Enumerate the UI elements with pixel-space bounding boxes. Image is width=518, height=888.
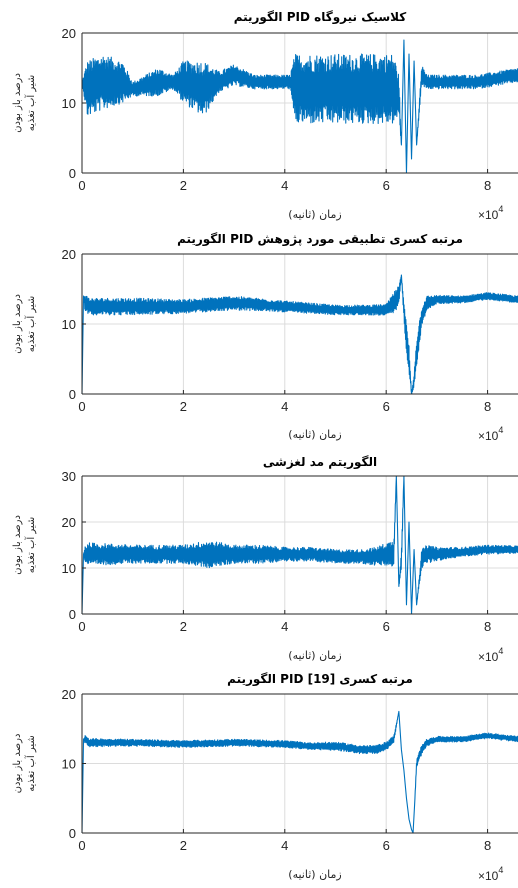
y-axis-label-line-2: شیر آب تغذیه xyxy=(24,517,37,573)
y-tick-label: 20 xyxy=(62,26,76,41)
series-line xyxy=(81,39,518,174)
y-axis-label-line-2: شیر آب تغذیه xyxy=(24,296,37,352)
x-axis-label: زمان (ثانیه) xyxy=(288,868,341,881)
y-axis-label-line-2: شیر آب تغذیه xyxy=(24,75,37,131)
series-line xyxy=(81,475,518,615)
x-axis-exponent: ×104 xyxy=(478,425,503,443)
y-tick-label: 20 xyxy=(62,515,76,530)
x-tick-label: 0 xyxy=(78,399,85,414)
x-axis-label: زمان (ثانیه) xyxy=(288,428,341,441)
chart-title: الگوریتم PID کلاسیک نیروگاه xyxy=(234,10,407,25)
chart-title: الگوریتم PID مرتبه کسری تطبیقی مورد پژوه… xyxy=(177,232,463,247)
x-tick-label: 4 xyxy=(281,178,288,193)
y-tick-label: 20 xyxy=(62,687,76,702)
y-tick-label: 0 xyxy=(69,607,76,622)
y-axis-label: درصد باز بودن شیر آب تغذیه xyxy=(12,515,37,575)
y-axis-label-line-1: درصد باز بودن xyxy=(12,73,23,133)
x-tick-label: 2 xyxy=(180,838,187,853)
y-axis-label-line-1: درصد باز بودن xyxy=(12,294,23,354)
x-axis-label: زمان (ثانیه) xyxy=(288,649,341,662)
y-tick-label: 0 xyxy=(69,826,76,841)
y-tick-label: 0 xyxy=(69,387,76,402)
x-axis-label: زمان (ثانیه) xyxy=(288,208,341,221)
chart-panel-4: 0 2 4 6 8 0 10 20 الگوریتم PID مرتبه کسری [19] زم… xyxy=(12,672,518,883)
plot-area xyxy=(82,476,518,614)
x-tick-label: 2 xyxy=(180,399,187,414)
x-tick-label: 6 xyxy=(383,399,390,414)
x-axis-exponent: ×104 xyxy=(478,204,503,222)
chart-panel-3: 0 2 4 6 8 0 10 20 30 الگوریتم مد لغزشی زمان (ثانیه… xyxy=(12,455,518,664)
chart-title: الگوریتم مد لغزشی xyxy=(263,455,377,470)
x-tick-label: 4 xyxy=(281,399,288,414)
series-line xyxy=(81,274,518,395)
x-axis-exponent: ×104 xyxy=(478,865,503,883)
x-tick-label: 0 xyxy=(78,838,85,853)
x-tick-label: 2 xyxy=(180,178,187,193)
x-axis-exponent: ×104 xyxy=(478,646,503,664)
x-tick-label: 6 xyxy=(383,838,390,853)
y-axis-label: درصد باز بودن شیر آب تغذیه xyxy=(12,294,37,354)
y-tick-label: 10 xyxy=(62,96,76,111)
x-tick-label: 8 xyxy=(484,399,491,414)
x-tick-label: 0 xyxy=(78,619,85,634)
y-tick-label: 0 xyxy=(69,166,76,181)
chart-panel-2: 0 2 4 6 8 0 10 20 الگوریتم PID مرتبه کسری تطبیقی… xyxy=(12,232,518,443)
series-line xyxy=(81,710,518,834)
x-tick-label: 8 xyxy=(484,838,491,853)
x-tick-label: 4 xyxy=(281,838,288,853)
chart-title: الگوریتم PID مرتبه کسری [19] xyxy=(227,672,413,687)
chart-panel-1: 0 2 4 6 8 0 10 20 الگوریتم PID کلاسیک نیروگاه زما… xyxy=(12,10,518,222)
x-tick-label: 6 xyxy=(383,619,390,634)
y-tick-label: 30 xyxy=(62,469,76,484)
y-axis-label-line-1: درصد باز بودن xyxy=(12,734,23,794)
y-axis-label-line-1: درصد باز بودن xyxy=(12,515,23,575)
y-tick-label: 10 xyxy=(62,561,76,576)
x-tick-label: 8 xyxy=(484,178,491,193)
y-tick-label: 10 xyxy=(62,317,76,332)
x-tick-label: 4 xyxy=(281,619,288,634)
y-tick-label: 20 xyxy=(62,247,76,262)
y-axis-label-line-2: شیر آب تغذیه xyxy=(24,735,37,791)
x-tick-label: 8 xyxy=(484,619,491,634)
y-axis-label: درصد باز بودن شیر آب تغذیه xyxy=(12,73,37,133)
x-tick-label: 0 xyxy=(78,178,85,193)
x-tick-label: 6 xyxy=(383,178,390,193)
y-axis-label: درصد باز بودن شیر آب تغذیه xyxy=(12,734,37,794)
y-tick-label: 10 xyxy=(62,757,76,772)
x-tick-label: 2 xyxy=(180,619,187,634)
